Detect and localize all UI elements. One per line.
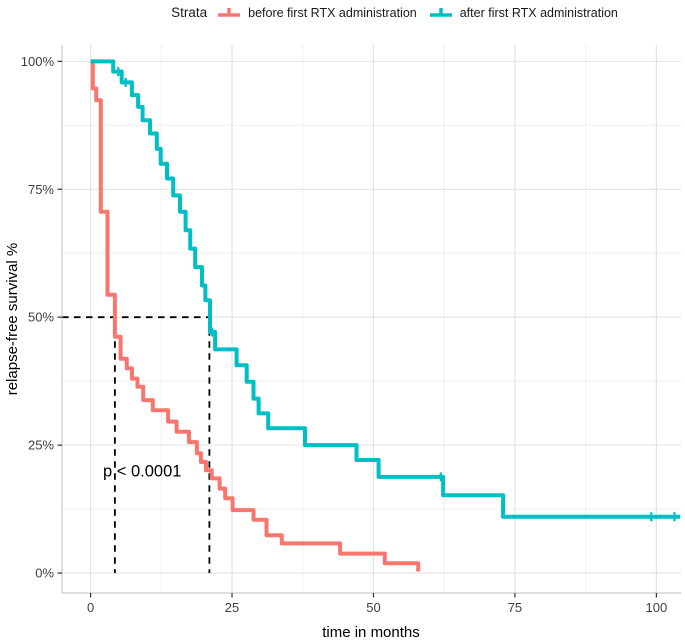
x-axis-tick-label: 25 (225, 600, 239, 615)
y-axis-tick-label: 100% (21, 54, 55, 69)
km-curve-after-rtx (90, 59, 681, 519)
x-axis-tick-label: 75 (508, 600, 522, 615)
legend-item-after-rtx: after first RTX administration (429, 5, 618, 20)
km-curve-before-rtx (90, 59, 421, 572)
km-censor-key-icon (429, 8, 452, 17)
x-axis-tick-label: 0 (87, 600, 94, 615)
y-axis-title: relapse-free survival % (4, 243, 21, 396)
y-axis-tick-label: 75% (28, 182, 54, 197)
legend-item-before-rtx: before first RTX administration (217, 5, 417, 20)
legend: Strata before first RTX administration a… (58, 5, 685, 20)
y-axis-tick-label: 50% (28, 310, 54, 325)
x-axis-tick-label: 50 (366, 600, 380, 615)
p-value-annotation: p < 0.0001 (103, 463, 181, 481)
legend-label-before-rtx: before first RTX administration (248, 5, 417, 20)
y-axis-tick-label: 0% (35, 566, 54, 581)
legend-title: Strata (171, 5, 208, 20)
x-axis-title: time in months (322, 624, 420, 641)
x-axis-tick-label: 100 (646, 600, 668, 615)
legend-label-after-rtx: after first RTX administration (459, 5, 618, 20)
y-axis-tick-label: 25% (28, 438, 54, 453)
km-censor-key-icon (218, 8, 241, 17)
